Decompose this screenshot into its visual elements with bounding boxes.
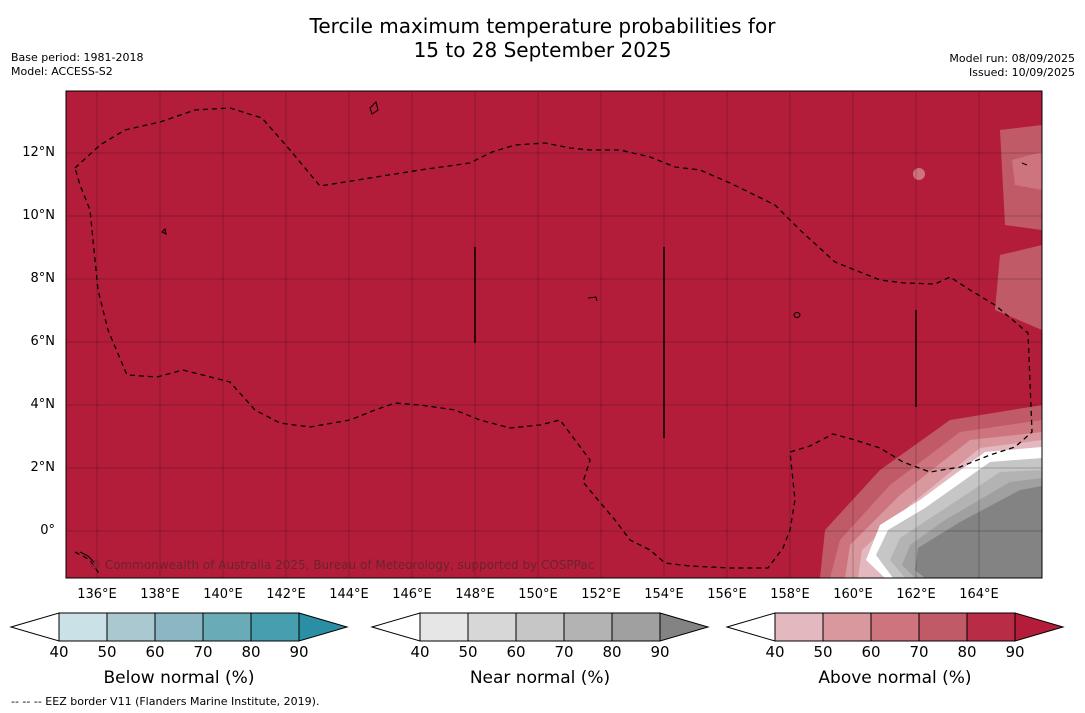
x-tick-label: 146°E — [392, 587, 432, 602]
colorbar-below — [9, 612, 349, 642]
colorbar-above — [725, 612, 1065, 642]
colorbar-near-tick: 90 — [650, 643, 670, 661]
small-islands — [79, 101, 1028, 563]
colorbar-below-tick: 50 — [97, 643, 117, 661]
colorbar-above-tick: 80 — [957, 643, 977, 661]
y-tick-label: 2°N — [30, 460, 56, 475]
y-tick-label: 6°N — [30, 334, 56, 349]
colorbar-above-tick: 40 — [765, 643, 785, 661]
model-run-text: Model run: 08/09/2025 — [949, 52, 1075, 65]
x-tick-label: 158°E — [770, 587, 810, 602]
colorbar-below-tick: 60 — [145, 643, 165, 661]
x-tick-label: 154°E — [644, 587, 684, 602]
colorbar-below-tick: 70 — [193, 643, 213, 661]
colorbar-above-tick: 90 — [1005, 643, 1025, 661]
map-frame — [65, 90, 1043, 579]
colorbar-near-tick: 60 — [506, 643, 526, 661]
base-period-text: Base period: 1981-2018 — [11, 51, 144, 64]
colorbar-below-label: Below normal (%) — [103, 668, 255, 688]
issued-text: Issued: 10/09/2025 — [968, 66, 1075, 79]
model-text: Model: ACCESS-S2 — [11, 65, 113, 78]
island-markers — [474, 247, 917, 438]
y-tick-label: 12°N — [22, 145, 55, 160]
x-tick-label: 142°E — [266, 587, 306, 602]
colorbar-near-tick: 70 — [554, 643, 574, 661]
colorbar-below-tick: 90 — [289, 643, 309, 661]
x-tick-label: 140°E — [203, 587, 243, 602]
x-tick-label: 150°E — [518, 587, 558, 602]
y-tick-label: 4°N — [30, 397, 56, 412]
colorbar-near-tick: 80 — [602, 643, 622, 661]
map-title: Tercile maximum temperature probabilitie… — [0, 14, 1085, 62]
colorbar-below-tick: 40 — [49, 643, 69, 661]
colorbar-near-label: Near normal (%) — [469, 668, 611, 688]
above-patch-e — [995, 245, 1042, 330]
x-tick-label: 160°E — [833, 587, 873, 602]
x-tick-label: 136°E — [77, 587, 117, 602]
x-tick-label: 138°E — [140, 587, 180, 602]
x-tick-label: 164°E — [959, 587, 999, 602]
y-tick-label: 0° — [40, 523, 55, 538]
y-tick-label: 8°N — [30, 271, 56, 286]
above-patch-ne-2 — [1012, 152, 1042, 190]
colorbar-above-tick: 70 — [909, 643, 929, 661]
copyright-text: © Commonwealth of Australia 2025, Bureau… — [89, 558, 595, 572]
x-tick-label: 148°E — [455, 587, 495, 602]
colorbar-above-label: Above normal (%) — [818, 668, 972, 688]
colorbar-above-tick: 50 — [813, 643, 833, 661]
near-band-90 — [915, 486, 1042, 578]
colorbar-near-tick: 50 — [458, 643, 478, 661]
y-tick-label: 10°N — [22, 208, 55, 223]
meta-left: Base period: 1981-2018 Model: ACCESS-S2 — [11, 51, 143, 79]
colorbar-near — [370, 612, 710, 642]
x-tick-label: 156°E — [707, 587, 747, 602]
eez-border — [74, 107, 1033, 576]
x-tick-label: 162°E — [896, 587, 936, 602]
x-tick-label: 152°E — [581, 587, 621, 602]
x-tick-label: 144°E — [329, 587, 369, 602]
title-line-2: 15 to 28 September 2025 — [413, 38, 672, 62]
colorbar-above-tick: 60 — [861, 643, 881, 661]
gridlines — [66, 91, 1042, 578]
eez-footnote: -- -- -- EEZ border V11 (Flanders Marine… — [11, 695, 320, 708]
colorbar-near-tick: 40 — [410, 643, 430, 661]
title-line-1: Tercile maximum temperature probabilitie… — [309, 14, 776, 38]
colorbar-below-tick: 80 — [241, 643, 261, 661]
above-patch-dot — [913, 168, 925, 180]
meta-right: Model run: 08/09/2025 Issued: 10/09/2025 — [949, 52, 1075, 80]
